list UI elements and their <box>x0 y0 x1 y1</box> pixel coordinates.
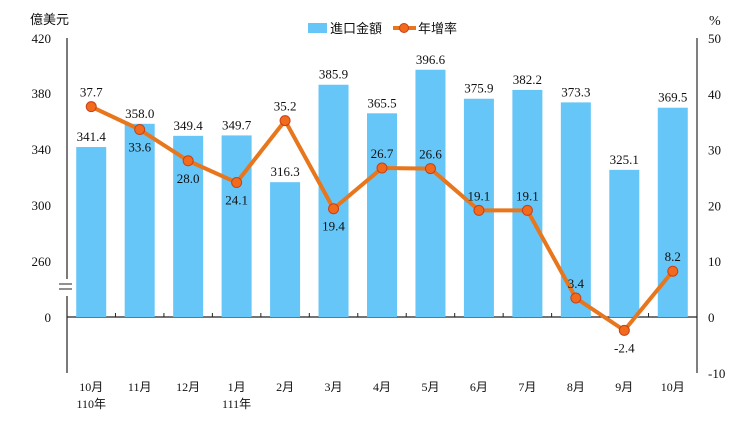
right-tick-label: 10 <box>708 254 721 269</box>
rate-value-label: 24.1 <box>225 193 248 208</box>
rate-value-label: 19.4 <box>322 219 345 234</box>
right-axis-unit: % <box>709 14 721 29</box>
x-tick-label: 3月 <box>325 380 343 394</box>
legend-line-label: 年增率 <box>418 21 457 36</box>
x-tick-sublabel: 111年 <box>222 397 251 411</box>
left-tick-label: 420 <box>32 31 52 46</box>
rate-value-label: 19.1 <box>468 188 491 203</box>
x-tick-label: 2月 <box>276 380 294 394</box>
x-tick-label: 5月 <box>421 380 439 394</box>
right-tick-label: 20 <box>708 198 721 213</box>
x-tick-label: 4月 <box>373 380 391 394</box>
bar <box>367 113 397 317</box>
bar <box>609 169 640 317</box>
bar <box>270 182 301 317</box>
rate-marker <box>424 163 436 175</box>
rate-value-label: 19.1 <box>516 188 539 203</box>
legend-bar-label: 進口金額 <box>330 21 382 36</box>
right-tick-label: 50 <box>708 31 721 46</box>
bar <box>512 89 543 317</box>
bar-value-label: 375.9 <box>464 81 493 96</box>
rate-marker <box>231 177 243 189</box>
x-tick-label: 1月 <box>228 380 246 394</box>
left-tick-label: 0 <box>45 310 52 325</box>
left-tick-label: 380 <box>32 86 52 101</box>
rate-value-label: 3.4 <box>568 276 585 291</box>
left-tick-label: 340 <box>32 142 52 157</box>
rate-marker <box>328 203 340 215</box>
x-tick-label: 8月 <box>567 380 585 394</box>
bar-value-label: 369.5 <box>658 90 687 105</box>
x-tick-label: 9月 <box>615 380 633 394</box>
rate-marker <box>473 204 485 216</box>
rate-marker <box>570 292 582 304</box>
rate-value-label: 35.2 <box>274 99 297 114</box>
legend-bar-swatch <box>308 23 327 33</box>
bar-value-label: 349.7 <box>222 117 252 132</box>
rate-marker <box>618 324 630 336</box>
rate-marker <box>182 155 194 167</box>
bar-value-label: 316.3 <box>270 164 299 179</box>
rate-value-label: 28.0 <box>177 171 200 186</box>
rate-value-label: 37.7 <box>80 85 103 100</box>
bar <box>76 147 107 317</box>
bar-value-label: 349.4 <box>174 118 204 133</box>
x-tick-label: 10月 <box>661 380 685 394</box>
bar <box>124 123 155 317</box>
legend-line-marker <box>399 23 409 33</box>
bar-value-label: 358.0 <box>125 106 154 121</box>
left-tick-label: 260 <box>32 254 52 269</box>
rate-value-label: 8.2 <box>665 249 681 264</box>
bar-value-label: 396.6 <box>416 52 446 67</box>
x-tick-label: 12月 <box>176 380 200 394</box>
rate-value-label: -2.4 <box>614 340 635 355</box>
left-axis-unit: 億美元 <box>30 12 69 27</box>
rate-value-label: 26.7 <box>371 146 394 161</box>
x-tick-label: 7月 <box>518 380 536 394</box>
left-tick-label: 300 <box>32 198 52 213</box>
rate-marker <box>521 204 533 216</box>
bar <box>415 69 446 317</box>
rate-marker <box>376 162 388 174</box>
bar-value-label: 373.3 <box>561 84 590 99</box>
bar-value-label: 385.9 <box>319 67 348 82</box>
rate-value-label: 33.6 <box>128 140 151 155</box>
right-tick-label: -10 <box>708 366 725 381</box>
bar-value-label: 325.1 <box>610 152 639 167</box>
x-tick-label: 10月 <box>79 380 103 394</box>
rate-marker <box>667 265 679 277</box>
bar <box>221 135 252 317</box>
rate-marker <box>85 101 97 113</box>
rate-marker <box>134 124 146 136</box>
legend: 進口金額 年增率 <box>308 21 457 36</box>
right-tick-label: 40 <box>708 87 721 102</box>
x-tick-sublabel: 110年 <box>76 397 106 411</box>
x-tick-label: 11月 <box>128 380 152 394</box>
bar-value-label: 341.4 <box>77 129 107 144</box>
bar-value-label: 365.5 <box>367 95 396 110</box>
x-tick-label: 6月 <box>470 380 488 394</box>
right-tick-label: 0 <box>708 310 715 325</box>
rate-value-label: 26.6 <box>419 147 442 162</box>
rate-marker <box>279 115 291 127</box>
right-tick-label: 30 <box>708 143 721 158</box>
bar-value-label: 382.2 <box>513 72 542 87</box>
